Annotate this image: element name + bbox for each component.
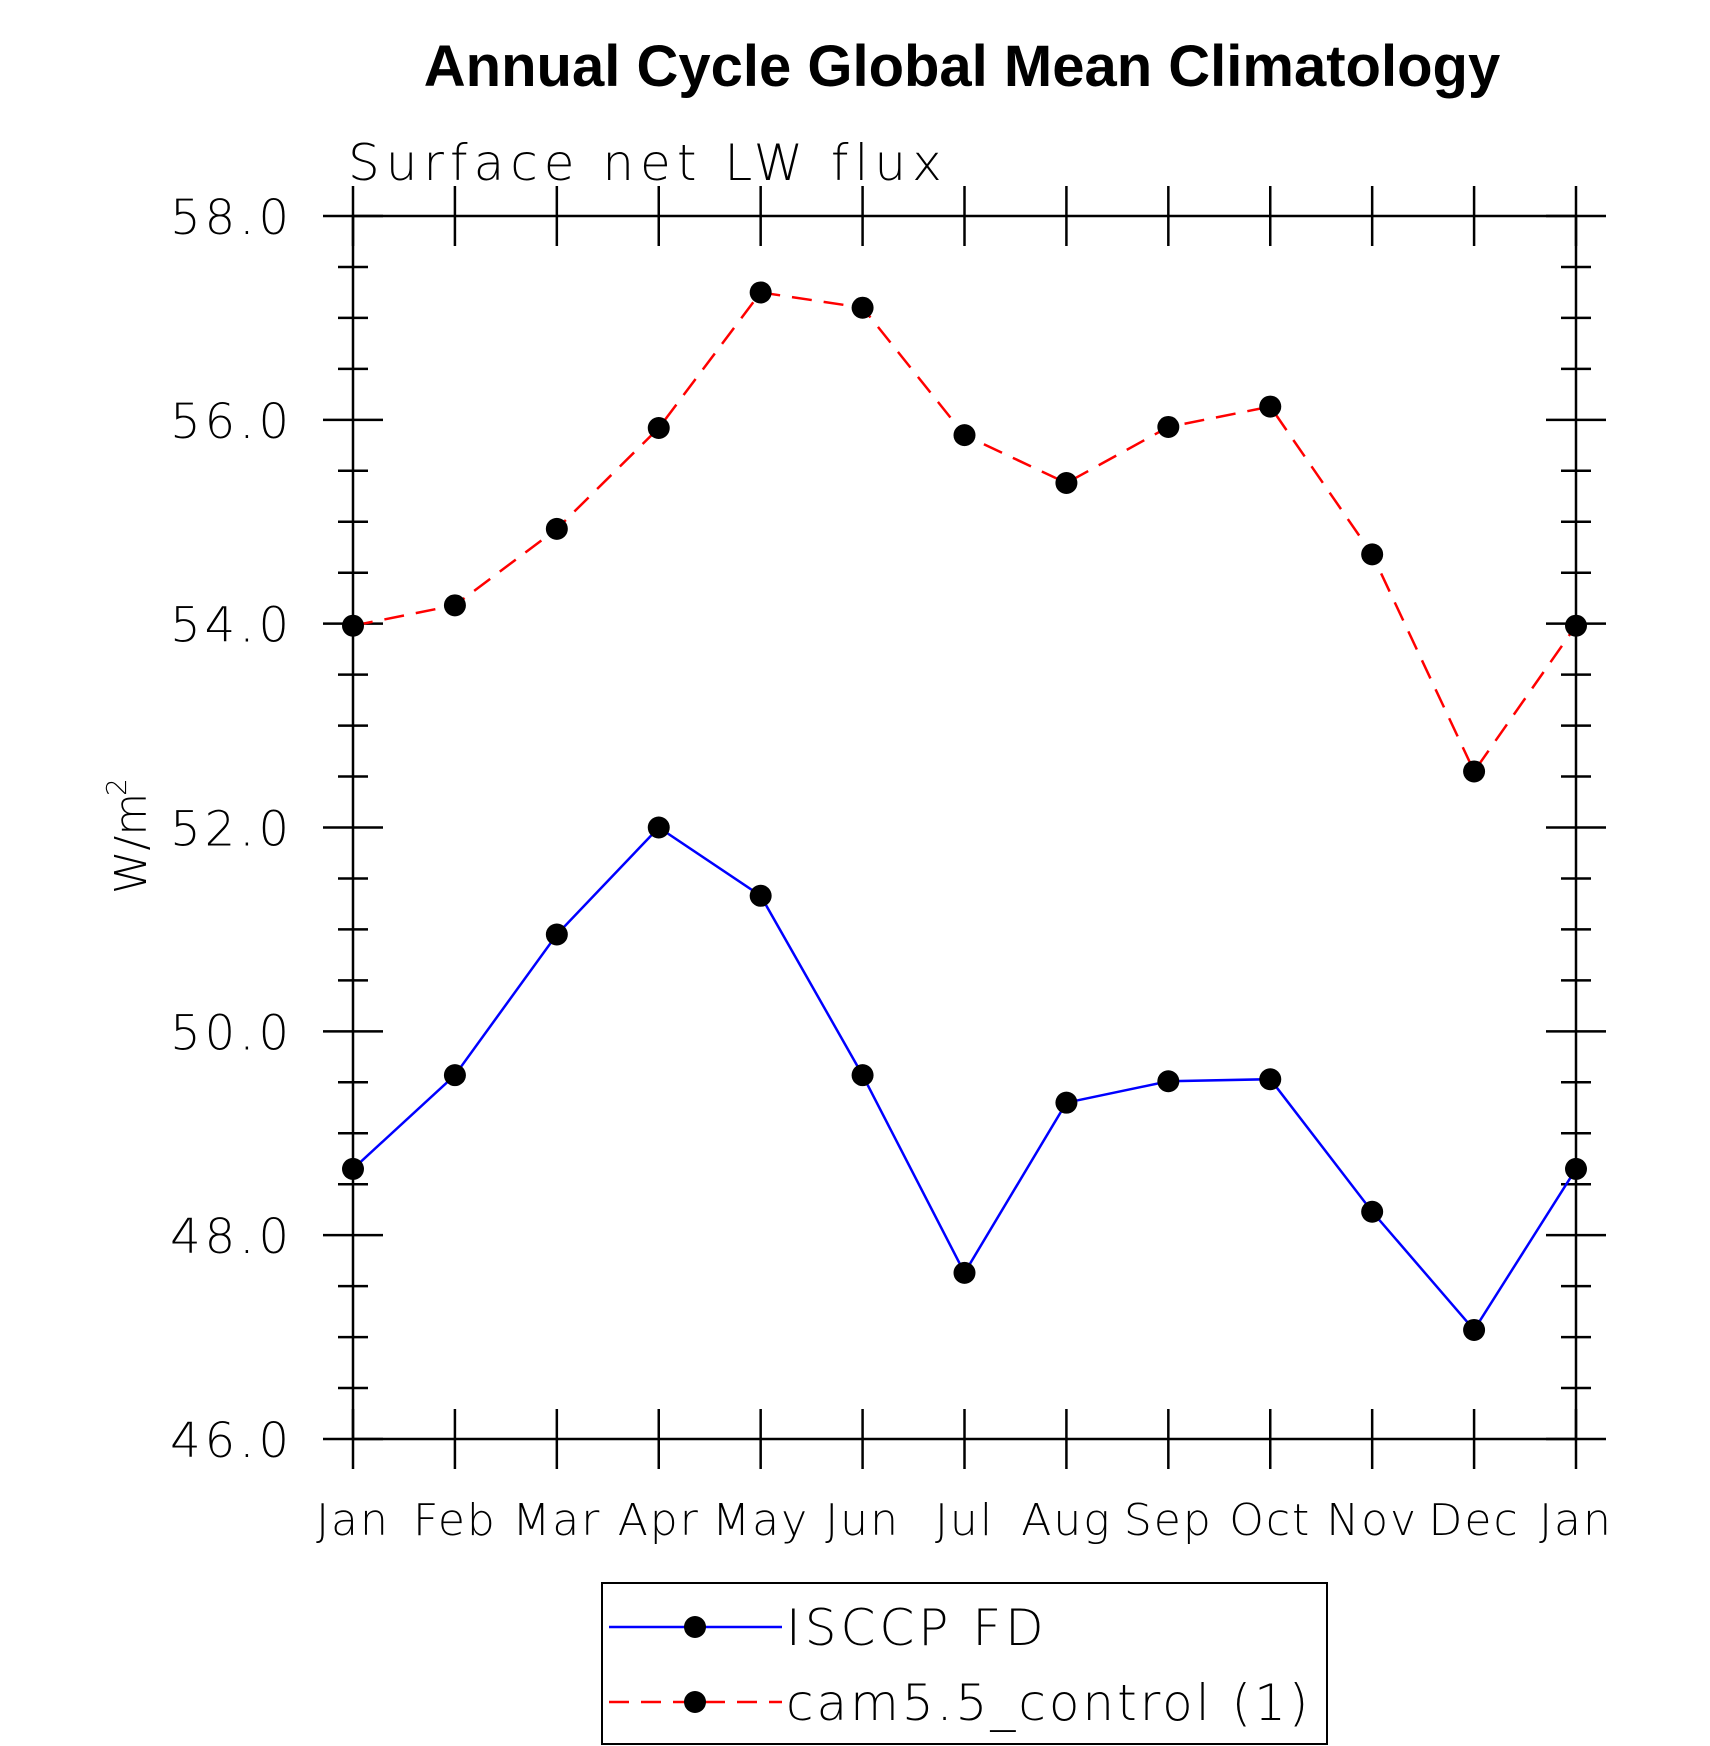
data-point-1 bbox=[443, 594, 466, 617]
data-point-1 bbox=[647, 416, 670, 439]
x-tick-label: Apr bbox=[618, 1495, 700, 1546]
data-point-0 bbox=[953, 1261, 976, 1284]
data-point-1 bbox=[1463, 760, 1486, 783]
data-point-0 bbox=[342, 1157, 364, 1180]
chart-title: Annual Cycle Global Mean Climatology bbox=[424, 34, 1500, 99]
series-line-0 bbox=[352, 825, 1578, 1332]
data-point-0 bbox=[1259, 1068, 1282, 1091]
data-point-0 bbox=[1565, 1157, 1587, 1180]
data-point-1 bbox=[545, 517, 568, 540]
y-tick-label: 48.0 bbox=[170, 1209, 293, 1265]
legend-marker-cam bbox=[684, 1691, 706, 1713]
series-line-1 bbox=[352, 291, 1578, 774]
data-point-0 bbox=[851, 1064, 874, 1087]
data-point-1 bbox=[851, 296, 874, 319]
y-tick-label: 58.0 bbox=[170, 190, 293, 246]
y-axis-label: W/m 2 bbox=[100, 778, 157, 894]
legend: ISCCP FD cam5.5_control (1) bbox=[601, 1582, 1328, 1745]
chart-subtitle: Surface net LW flux bbox=[348, 134, 948, 192]
y-axis-label-text: W/m bbox=[106, 793, 157, 894]
x-tick-label: Jul bbox=[935, 1495, 994, 1546]
x-tick-label: Jan bbox=[1539, 1495, 1613, 1546]
data-point-1 bbox=[1055, 472, 1078, 495]
data-point-1 bbox=[342, 614, 364, 637]
axis-ticks bbox=[323, 186, 1606, 1469]
x-tick-label: Nov bbox=[1326, 1495, 1418, 1546]
series-markers bbox=[342, 281, 1587, 1341]
data-point-0 bbox=[443, 1064, 466, 1087]
legend-label-isccp: ISCCP FD bbox=[786, 1599, 1048, 1657]
data-point-0 bbox=[545, 923, 568, 946]
series-lines bbox=[352, 291, 1578, 1332]
data-point-1 bbox=[1565, 614, 1587, 637]
x-tick-label: Dec bbox=[1429, 1495, 1520, 1546]
data-point-0 bbox=[1463, 1318, 1486, 1341]
x-tick-label: Jun bbox=[825, 1495, 900, 1546]
data-point-1 bbox=[749, 281, 772, 304]
y-tick-label: 46.0 bbox=[170, 1413, 293, 1469]
x-tick-label: Sep bbox=[1124, 1495, 1213, 1546]
x-tick-label: Jan bbox=[316, 1495, 390, 1546]
y-tick-label: 50.0 bbox=[170, 1005, 293, 1061]
data-point-0 bbox=[1361, 1200, 1384, 1223]
x-tick-label: Aug bbox=[1021, 1495, 1111, 1546]
plot-frame bbox=[351, 214, 1578, 1441]
data-point-0 bbox=[1157, 1070, 1180, 1093]
legend-marker-isccp bbox=[684, 1616, 706, 1638]
x-tick-label: Oct bbox=[1229, 1495, 1311, 1546]
data-point-0 bbox=[749, 884, 772, 907]
x-tick-label: Feb bbox=[413, 1495, 497, 1546]
data-point-1 bbox=[1361, 543, 1384, 566]
x-tick-labels: Jan Feb Mar Apr May Jun Jul Aug Sep Oct Nov Dec Jan bbox=[316, 1495, 1613, 1546]
y-axis-label-superscript: 2 bbox=[100, 778, 133, 796]
x-tick-label: May bbox=[712, 1495, 809, 1546]
y-tick-label: 54.0 bbox=[170, 598, 293, 654]
data-point-0 bbox=[647, 816, 670, 839]
data-point-1 bbox=[1259, 395, 1282, 418]
data-point-0 bbox=[1055, 1091, 1078, 1114]
x-tick-label: Mar bbox=[512, 1495, 601, 1546]
y-tick-labels: 46.0 48.0 50.0 52.0 54.0 56.0 58.0 bbox=[170, 190, 293, 1469]
legend-label-cam: cam5.5_control (1) bbox=[786, 1674, 1311, 1732]
y-tick-label: 52.0 bbox=[170, 802, 293, 858]
y-tick-label: 56.0 bbox=[170, 394, 293, 450]
data-point-1 bbox=[953, 424, 976, 447]
data-point-1 bbox=[1157, 415, 1180, 438]
legend-box bbox=[601, 1582, 1328, 1745]
